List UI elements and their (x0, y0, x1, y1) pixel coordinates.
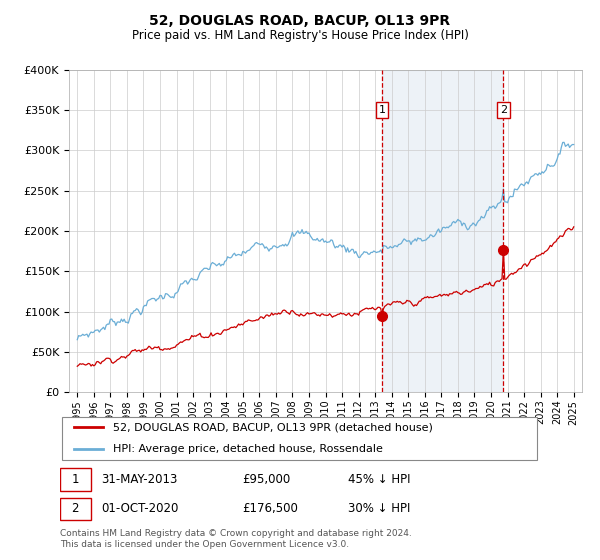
Text: 52, DOUGLAS ROAD, BACUP, OL13 9PR (detached house): 52, DOUGLAS ROAD, BACUP, OL13 9PR (detac… (113, 422, 433, 432)
Text: Price paid vs. HM Land Registry's House Price Index (HPI): Price paid vs. HM Land Registry's House … (131, 29, 469, 42)
Text: 01-OCT-2020: 01-OCT-2020 (101, 502, 178, 515)
FancyBboxPatch shape (60, 468, 91, 491)
Text: 1: 1 (379, 105, 386, 115)
Text: Contains HM Land Registry data © Crown copyright and database right 2024.
This d: Contains HM Land Registry data © Crown c… (60, 529, 412, 549)
Text: 45% ↓ HPI: 45% ↓ HPI (348, 473, 410, 486)
Text: 2: 2 (500, 105, 507, 115)
FancyBboxPatch shape (60, 498, 91, 520)
Text: 31-MAY-2013: 31-MAY-2013 (101, 473, 177, 486)
Text: £95,000: £95,000 (242, 473, 290, 486)
Text: £176,500: £176,500 (242, 502, 298, 515)
Text: 52, DOUGLAS ROAD, BACUP, OL13 9PR: 52, DOUGLAS ROAD, BACUP, OL13 9PR (149, 14, 451, 28)
Bar (382, 70, 503, 392)
Text: HPI: Average price, detached house, Rossendale: HPI: Average price, detached house, Ross… (113, 444, 383, 454)
Text: 30% ↓ HPI: 30% ↓ HPI (348, 502, 410, 515)
FancyBboxPatch shape (62, 417, 536, 460)
Text: 2: 2 (71, 502, 79, 515)
Text: 1: 1 (71, 473, 79, 486)
